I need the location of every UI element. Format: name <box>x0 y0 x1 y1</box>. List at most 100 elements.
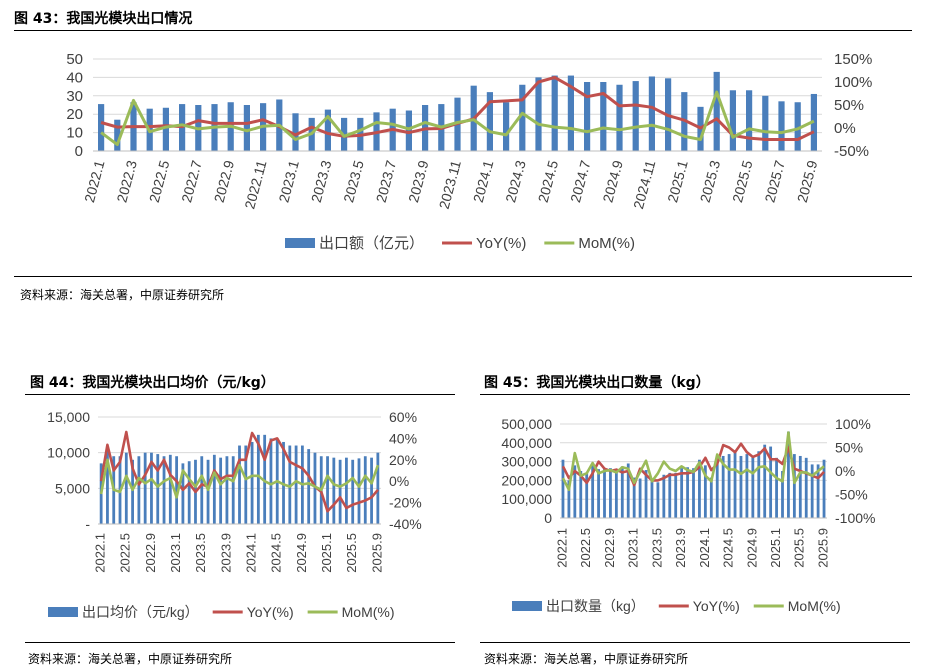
bar <box>778 101 785 151</box>
bar <box>326 456 329 524</box>
x-tick-label: 2025.1 <box>319 533 334 573</box>
y-right-tick-label: 100% <box>835 416 871 432</box>
legend-label: 出口额（亿元） <box>319 235 424 252</box>
y-left-tick-label: 400,000 <box>501 435 552 451</box>
bar <box>727 454 731 518</box>
y-right-tick-label: 60% <box>389 409 417 425</box>
x-tick-label: 2025.5 <box>729 158 756 204</box>
bar <box>822 459 826 518</box>
y-right-tick-label: 20% <box>389 452 417 468</box>
bar <box>650 480 654 518</box>
bar <box>98 104 105 151</box>
bar <box>745 454 749 518</box>
x-tick-label: 2024.1 <box>470 158 497 204</box>
bar <box>713 71 720 151</box>
bar <box>751 456 755 518</box>
bar <box>787 431 790 518</box>
fig44-top-rule <box>25 394 455 395</box>
bar <box>798 455 802 518</box>
bar <box>614 470 618 518</box>
bar <box>585 472 589 518</box>
x-tick-label: 2024.7 <box>567 158 594 204</box>
legend-label: YoY(%) <box>476 235 526 252</box>
x-tick-label: 2024.1 <box>697 528 712 568</box>
y-right-tick-label: -50% <box>835 487 868 503</box>
y-left-tick-label: 20 <box>66 106 83 123</box>
bar <box>150 452 153 524</box>
x-tick-label: 2025.7 <box>761 158 788 204</box>
bar <box>376 452 380 524</box>
y-right-tick-label: 0% <box>389 473 409 489</box>
bar <box>680 468 684 518</box>
bar <box>114 119 121 151</box>
fig43-top-rule <box>14 30 912 31</box>
y-left-tick-label: 100,000 <box>501 491 552 507</box>
bar <box>810 464 814 518</box>
bar <box>206 459 210 524</box>
fig44-title: 图 44：我国光模块出口均价（元/kg） <box>30 375 275 391</box>
bar <box>338 459 342 524</box>
x-tick-label: 2022.5 <box>118 533 133 573</box>
mom-line <box>100 90 815 147</box>
x-tick-label: 2022.3 <box>113 158 140 204</box>
fig44-source: 资料来源：海关总署，中原证券研究所 <box>28 652 233 666</box>
x-tick-label: 2023.5 <box>193 533 208 573</box>
legend-label: 出口均价（元/kg） <box>82 604 199 620</box>
x-tick-label: 2025.1 <box>768 528 783 568</box>
bar <box>143 452 147 524</box>
mom-line <box>99 458 380 499</box>
x-tick-label: 2023.9 <box>218 533 233 573</box>
bar <box>263 434 267 524</box>
bar <box>156 454 160 524</box>
legend-swatch-bar <box>285 238 315 248</box>
y-right-tick-label: 0% <box>835 463 855 479</box>
y-right-tick-label: 150% <box>834 51 872 68</box>
bar <box>775 457 778 518</box>
y-left-tick-label: 40 <box>66 69 83 86</box>
x-tick-label: 2024.5 <box>535 158 562 204</box>
bar <box>332 457 336 524</box>
x-tick-label: 2022.5 <box>146 158 173 204</box>
mom-line <box>561 431 825 492</box>
bar <box>357 458 361 524</box>
bar <box>181 463 185 524</box>
x-tick-label: 2022.5 <box>578 528 593 568</box>
y-left-tick-label: 0 <box>75 143 83 160</box>
x-tick-label: 2025.9 <box>794 158 821 204</box>
bar <box>225 456 229 524</box>
bar <box>763 444 767 518</box>
y-right-tick-label: -40% <box>389 516 422 532</box>
bar <box>256 434 260 524</box>
x-tick-label: 2022.1 <box>81 158 108 204</box>
bar <box>106 449 109 524</box>
y-right-tick-label: -20% <box>389 495 422 511</box>
bar <box>674 472 678 518</box>
fig45-top-rule <box>480 394 910 395</box>
x-tick-label: 2024.9 <box>744 528 759 568</box>
bar <box>345 457 348 524</box>
x-tick-label: 2022.1 <box>93 533 108 573</box>
fig45-source: 资料来源：海关总署，中原证券研究所 <box>484 652 689 666</box>
bar <box>175 456 179 524</box>
y-right-tick-label: 40% <box>389 430 417 446</box>
bar <box>729 90 736 151</box>
x-tick-label: 2024.9 <box>294 533 309 573</box>
bar <box>662 474 666 518</box>
bar <box>238 445 241 524</box>
bar <box>668 472 672 518</box>
bar <box>351 459 355 524</box>
bar <box>162 107 169 151</box>
x-tick-label: 2025.9 <box>815 528 830 568</box>
bar <box>644 470 648 518</box>
bar <box>733 452 737 518</box>
bar <box>620 466 624 518</box>
bar <box>591 465 595 518</box>
bar <box>405 110 412 151</box>
bar <box>632 81 639 151</box>
x-tick-label: 2025.1 <box>664 158 691 204</box>
y-right-tick-label: 50% <box>835 440 863 456</box>
bar <box>363 456 367 524</box>
y-left-tick-label: 300,000 <box>501 454 552 470</box>
x-tick-label: 2022.11 <box>241 158 269 210</box>
legend-swatch-bar <box>512 601 542 611</box>
